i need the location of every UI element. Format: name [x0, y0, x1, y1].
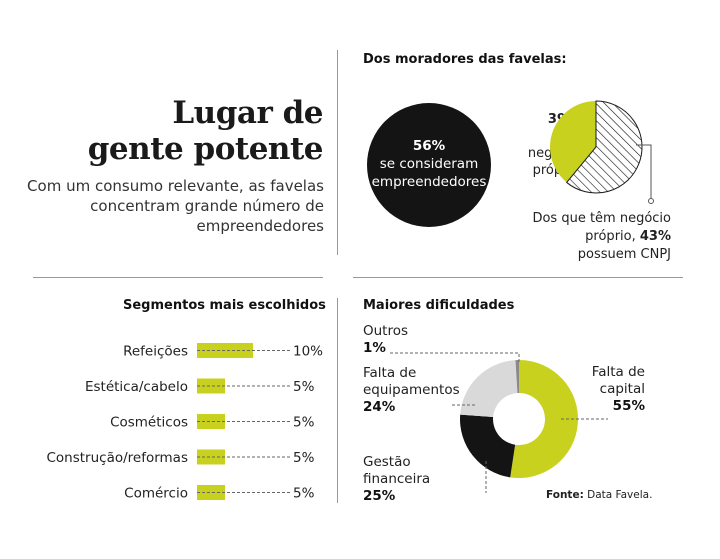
donut-slice [460, 360, 518, 418]
donut-slice-label: equipamentos [363, 382, 460, 398]
donut-slice-label: capital [600, 381, 645, 397]
segment-label: Comércio [124, 486, 188, 502]
segment-value-label: 10% [293, 344, 323, 360]
segment-label: Estética/cabelo [85, 379, 188, 395]
horizontal-divider-left [33, 277, 323, 278]
source-label: Fonte: [546, 489, 584, 501]
entrepreneurs-pct: 56% [412, 138, 446, 154]
segments-chart: Refeições 10% Estética/cabelo 5% Cosméticos 5… [46, 343, 323, 502]
donut-slice [515, 360, 519, 394]
segment-label: Refeições [123, 344, 188, 360]
donut-value-label: 55% [613, 398, 646, 414]
cnpj-pct: 43% [639, 229, 671, 244]
cnpj-line-3: possuem CNPJ [577, 247, 671, 262]
donut-value-label: 25% [363, 488, 396, 504]
page-subtitle: Com um consumo relevante, as favelas con… [27, 177, 324, 235]
segment-label: Cosméticos [110, 415, 188, 431]
segment-value-label: 5% [293, 415, 315, 431]
donut-leader [390, 352, 520, 364]
donut-slice-label: Falta de [363, 365, 416, 381]
entrepreneurs-line-2: empreendedores [371, 174, 487, 190]
page-title: Lugar de gente potente [87, 95, 324, 167]
segment-value-label: 5% [293, 450, 315, 466]
donut-value-label: 1% [363, 340, 386, 356]
segment-bar [197, 378, 225, 394]
segments-heading: Segmentos mais escolhidos [123, 298, 326, 313]
vertical-divider-top [337, 50, 338, 255]
donut-slice [510, 360, 579, 478]
donut-slice-label: Gestão [363, 454, 411, 470]
business-pie [550, 100, 643, 194]
source-text: Data Favela. [587, 489, 653, 501]
cnpj-label: Dos que têm negócio próprio, 43% possuem… [532, 210, 671, 264]
segment-value-label: 5% [293, 379, 315, 395]
residents-heading: Dos moradores das favelas: [363, 52, 567, 67]
cnpj-leader-dot [648, 198, 654, 204]
donut-value-label: 24% [363, 399, 396, 415]
vertical-divider-bottom [337, 298, 338, 503]
segment-label: Construção/reformas [46, 450, 188, 466]
title-line-2: gente potente [87, 131, 324, 167]
cnpj-line-1: Dos que têm negócio [532, 211, 671, 226]
cnpj-leader-line [636, 144, 652, 198]
segment-value-label: 5% [293, 486, 315, 502]
segment-bar [197, 414, 225, 429]
donut-slice-label: financeira [363, 471, 430, 487]
difficulties-heading: Maiores dificuldades [363, 298, 515, 313]
cnpj-line-2: próprio, [585, 229, 636, 244]
segment-bar [197, 449, 225, 465]
segment-bar [197, 485, 225, 500]
entrepreneurs-circle: 56% se consideram empreendedores [367, 103, 491, 227]
donut-slice [460, 414, 516, 478]
difficulties-chart: Falta decapital55%Gestãofinanceira25%Fal… [363, 323, 646, 504]
donut-slice-label: Outros [363, 323, 408, 339]
business-pie-hatched-slice [565, 100, 643, 194]
title-line-1: Lugar de [172, 95, 323, 131]
source-note: Fonte: Data Favela. [546, 489, 652, 501]
donut-slice-label: Falta de [592, 364, 645, 380]
entrepreneurs-line-1: se consideram [379, 156, 479, 172]
horizontal-divider-right [353, 277, 683, 278]
